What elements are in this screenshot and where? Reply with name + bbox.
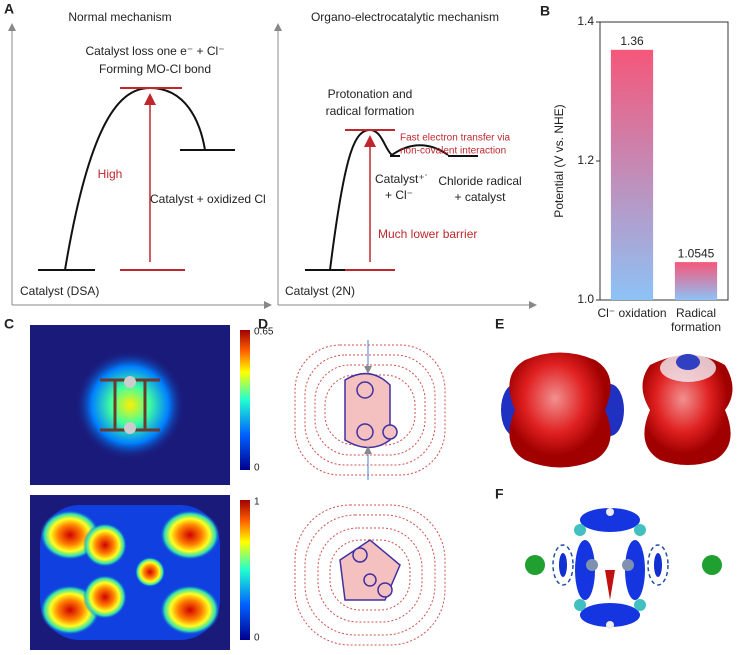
esp-surface <box>509 352 611 468</box>
panel-label: B <box>540 3 550 19</box>
elf-blob <box>135 557 165 587</box>
y-tick-label: 1.4 <box>577 14 594 28</box>
arrow-marker <box>605 570 615 600</box>
bar <box>610 49 654 300</box>
annotation: Forming MO-Cl bond <box>99 62 211 76</box>
energy-curve <box>329 128 449 271</box>
panel-title: Organo-electrocatalytic mechanism <box>311 10 499 24</box>
annotation: Catalyst loss one e⁻ + Cl⁻ <box>85 44 224 58</box>
x-tick-label: Radical formation <box>670 306 722 334</box>
esp-surface <box>642 355 733 465</box>
esp-surface <box>676 354 700 370</box>
annotation: Fast electron transfer via <box>400 133 510 144</box>
iri-surface <box>654 553 662 577</box>
value-label: 1.0545 <box>678 246 715 260</box>
colorbar <box>240 500 250 640</box>
density-glow <box>75 350 185 460</box>
atoms <box>574 508 646 629</box>
annotation: non-covalent interaction <box>400 146 506 157</box>
chloride <box>525 555 545 575</box>
bar <box>674 262 718 300</box>
iri-surface <box>559 553 567 577</box>
y-tick-label: 1.2 <box>577 153 594 167</box>
x-tick-label: Cl⁻ oxidation <box>597 306 667 320</box>
annotation: Much lower barrier <box>378 227 477 241</box>
colorbar-label: 1 <box>254 497 260 508</box>
elf-blob <box>160 510 220 560</box>
elf-blob <box>160 585 220 635</box>
y-axis-label: Potential (V vs. NHE) <box>552 104 566 217</box>
panel-label: C <box>4 316 14 332</box>
annotation: High <box>98 167 123 181</box>
basins <box>339 372 401 601</box>
panel-label: E <box>495 316 504 332</box>
elf-blob <box>83 575 127 619</box>
annotation: Chloride radical <box>438 174 521 188</box>
panel-label: F <box>495 486 504 502</box>
atom <box>124 376 136 388</box>
colorbar-label: 0 <box>254 463 260 474</box>
colorbar-label: 0.65 <box>254 327 274 338</box>
panel-title: Normal mechanism <box>68 10 171 24</box>
annotation: Catalyst + oxidized Cl <box>150 192 266 206</box>
highlight <box>552 544 574 586</box>
energy-curve <box>64 86 206 271</box>
colorbar-label: 0 <box>254 633 260 644</box>
highlight <box>647 544 669 586</box>
annotation: Catalyst (2N) <box>285 284 355 298</box>
panel-label: A <box>4 1 14 17</box>
annotation: radical formation <box>326 104 415 118</box>
atom <box>124 422 136 434</box>
chloride <box>702 555 722 575</box>
bar-chart: 1.0 1.2 1.4 Potential (V vs. NHE) 1.36 1.0545 <box>552 14 729 306</box>
panel-label: D <box>258 316 268 332</box>
value-label: 1.36 <box>620 34 644 48</box>
y-tick-label: 1.0 <box>577 292 594 306</box>
elf-blob <box>83 523 127 567</box>
iri-surfaces <box>575 508 645 627</box>
annotation: Catalyst⁺˙ <box>375 172 429 186</box>
annotation: Catalyst (DSA) <box>20 284 99 298</box>
colorbar <box>240 330 250 470</box>
annotation: + Cl⁻ <box>385 188 413 202</box>
annotation: Protonation and <box>328 87 413 101</box>
annotation: + catalyst <box>454 190 506 204</box>
